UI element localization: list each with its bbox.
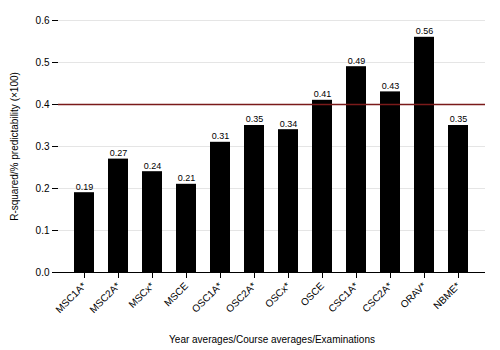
svg-text:0.19: 0.19 xyxy=(76,182,94,192)
svg-text:0.5: 0.5 xyxy=(36,57,50,68)
svg-text:MSCx*: MSCx* xyxy=(126,280,156,310)
svg-text:OSCE: OSCE xyxy=(298,280,326,308)
svg-text:0.0: 0.0 xyxy=(36,267,50,278)
svg-text:0.3: 0.3 xyxy=(36,141,50,152)
svg-text:0.21: 0.21 xyxy=(178,173,196,183)
svg-text:0.31: 0.31 xyxy=(212,131,230,141)
svg-text:NBME*: NBME* xyxy=(431,280,462,311)
svg-text:OSC1A*: OSC1A* xyxy=(190,280,225,315)
svg-text:0.2: 0.2 xyxy=(36,183,50,194)
svg-text:0.43: 0.43 xyxy=(382,81,400,91)
svg-text:0.56: 0.56 xyxy=(416,26,434,36)
svg-text:OSC2A*: OSC2A* xyxy=(224,280,259,315)
svg-text:ORAV*: ORAV* xyxy=(398,280,428,310)
svg-text:Year averages/Course averages/: Year averages/Course averages/Examinatio… xyxy=(169,334,375,345)
svg-text:MSC2A*: MSC2A* xyxy=(87,280,122,315)
svg-text:0.35: 0.35 xyxy=(246,114,264,124)
svg-text:R-squared/% predictability (×1: R-squared/% predictability (×100) xyxy=(9,72,20,221)
svg-text:0.34: 0.34 xyxy=(280,119,298,129)
svg-text:0.1: 0.1 xyxy=(36,225,50,236)
svg-text:0.49: 0.49 xyxy=(348,56,366,66)
svg-text:0.35: 0.35 xyxy=(450,114,468,124)
svg-text:MSCE: MSCE xyxy=(162,280,190,308)
svg-text:CSC1A*: CSC1A* xyxy=(326,280,360,314)
svg-text:0.41: 0.41 xyxy=(314,89,332,99)
svg-text:OSCx*: OSCx* xyxy=(263,280,292,309)
svg-text:0.24: 0.24 xyxy=(144,161,162,171)
svg-text:CSC2A*: CSC2A* xyxy=(360,280,394,314)
svg-text:0.4: 0.4 xyxy=(36,99,50,110)
svg-text:0.27: 0.27 xyxy=(110,148,128,158)
svg-text:MSC1A*: MSC1A* xyxy=(53,280,88,315)
svg-text:0.6: 0.6 xyxy=(36,15,50,26)
